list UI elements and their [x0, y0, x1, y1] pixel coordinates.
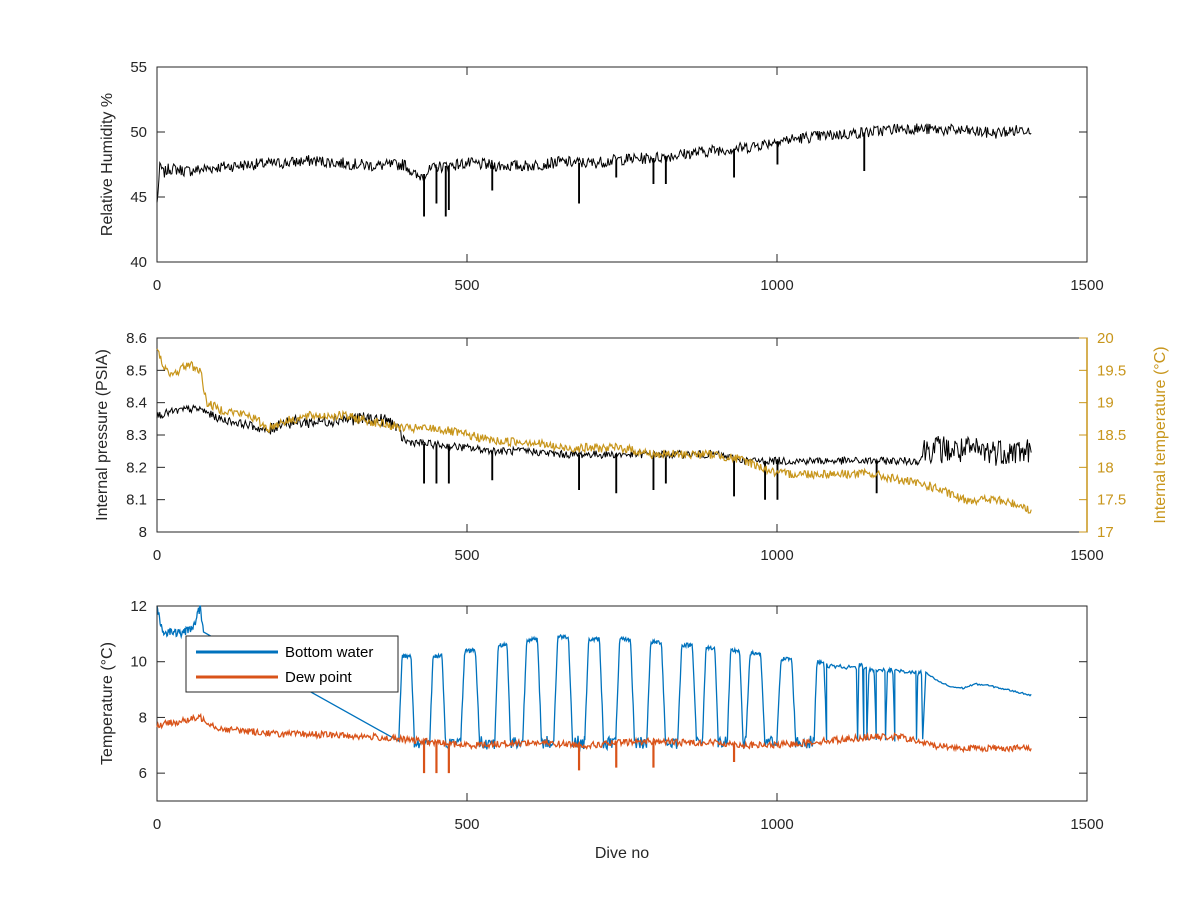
y-tick-label: 12 [130, 598, 147, 615]
pressure-y-ticks: 8 8.1 8.2 8.3 8.4 8.5 8.6 [126, 330, 165, 541]
temperature-plot [156, 605, 1032, 774]
humidity-panel: 0 500 1000 1500 40 45 50 55 Relative Humidity … [99, 59, 1104, 294]
y-tick-label: 8.4 [126, 395, 147, 412]
dew-point-line [156, 712, 1032, 774]
x-tick-label: 1500 [1070, 277, 1103, 294]
y-right-tick-label: 20 [1097, 330, 1114, 347]
y-tick-label: 8 [139, 709, 147, 726]
y-tick-label: 50 [130, 124, 147, 141]
humidity-series-line [156, 123, 1032, 217]
pressure-y-label: Internal pressure (PSIA) [94, 349, 111, 521]
x-tick-label: 1500 [1070, 816, 1103, 833]
internal-temp-y-ticks: 17 17.5 18 18.5 19 19.5 20 [1079, 330, 1126, 541]
x-tick-label: 1500 [1070, 547, 1103, 564]
y-right-tick-label: 17 [1097, 524, 1114, 541]
humidity-plot [156, 123, 1032, 217]
x-tick-label: 500 [454, 816, 479, 833]
pressure-axes-frame [156, 337, 1088, 533]
y-right-tick-label: 18.5 [1097, 427, 1126, 444]
temperature-panel: 0 500 1000 1500 6 8 10 12 Temperature (°C) Div… [99, 598, 1104, 862]
y-right-tick-label: 17.5 [1097, 492, 1126, 509]
x-tick-label: 0 [153, 547, 161, 564]
y-tick-label: 10 [130, 654, 147, 671]
y-tick-label: 45 [130, 189, 147, 206]
y-tick-label: 8.6 [126, 330, 147, 347]
y-tick-label: 6 [139, 765, 147, 782]
pressure-plot [156, 348, 1032, 514]
x-axis-label: Dive no [595, 845, 649, 862]
y-tick-label: 55 [130, 59, 147, 76]
y-tick-label: 8 [139, 524, 147, 541]
y-tick-label: 8.5 [126, 362, 147, 379]
temperature-y-ticks: 6 8 10 12 [130, 598, 1087, 782]
x-tick-label: 500 [454, 277, 479, 294]
legend-label-dew-point: Dew point [285, 669, 353, 686]
x-tick-label: 1000 [760, 277, 793, 294]
legend[interactable]: Bottom water Dew point [185, 635, 399, 693]
y-right-tick-label: 19 [1097, 395, 1114, 412]
y-right-tick-label: 19.5 [1097, 362, 1126, 379]
legend-box [185, 635, 399, 693]
humidity-y-ticks: 40 45 50 55 [130, 59, 1087, 271]
temperature-x-ticks: 0 500 1000 1500 [153, 606, 1104, 833]
temperature-axes-frame [156, 605, 1088, 802]
x-tick-label: 0 [153, 277, 161, 294]
y-tick-label: 40 [130, 254, 147, 271]
internal-temp-y-label: Internal temperature (°C) [1152, 346, 1169, 523]
x-tick-label: 1000 [760, 816, 793, 833]
y-tick-label: 8.2 [126, 459, 147, 476]
y-right-tick-label: 18 [1097, 459, 1114, 476]
x-tick-label: 500 [454, 547, 479, 564]
y-tick-label: 8.3 [126, 427, 147, 444]
pressure-x-ticks: 0 500 1000 1500 [153, 338, 1104, 564]
humidity-y-label: Relative Humidity % [99, 93, 116, 236]
humidity-x-ticks: 0 500 1000 1500 [153, 67, 1104, 294]
temperature-y-label: Temperature (°C) [99, 642, 116, 765]
x-tick-label: 1000 [760, 547, 793, 564]
x-tick-label: 0 [153, 816, 161, 833]
pressure-temp-panel: 0 500 1000 1500 88.18.28.38.48.58.6 1717.51… [94, 330, 1169, 564]
internal-temperature-line [156, 348, 1032, 514]
legend-label-bottom-water: Bottom water [285, 644, 373, 661]
y-tick-label: 8.1 [126, 492, 147, 509]
